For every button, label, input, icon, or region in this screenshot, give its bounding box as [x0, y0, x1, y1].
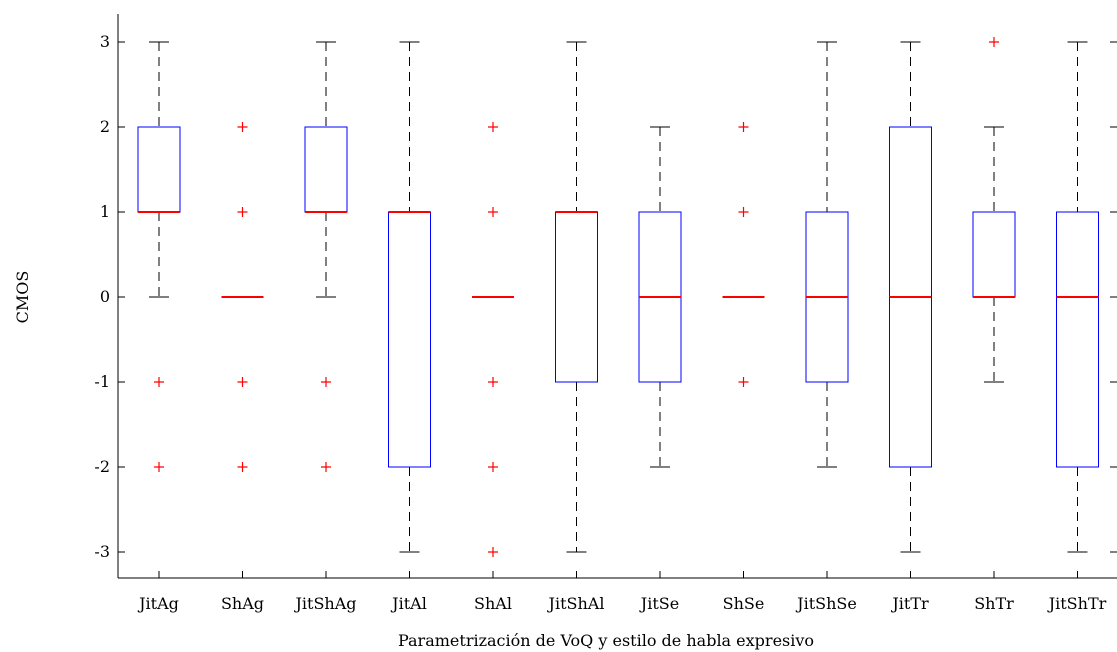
x-axis-label: Parametrización de VoQ y estilo de habla… [398, 631, 814, 650]
box-iqr [137, 126, 181, 213]
x-tick-label: JitTr [890, 594, 929, 613]
outlier-point [488, 207, 498, 217]
x-tick-label: JitShAl [547, 594, 605, 613]
outlier-point [738, 207, 749, 217]
y-axis-label: CMOS [13, 271, 32, 324]
outlier-point [321, 462, 331, 472]
box-iqr [972, 211, 1016, 298]
x-tick-label: ShAg [221, 594, 264, 613]
y-tick-label: -3 [94, 542, 110, 561]
x-tick-label: JitShSe [795, 594, 857, 613]
y-tick-label: 2 [100, 117, 110, 136]
outlier-point [237, 377, 248, 387]
x-tick-label: ShSe [723, 594, 765, 613]
x-tick-label: ShAl [474, 594, 512, 613]
outlier-point [237, 462, 248, 472]
outlier-point [488, 122, 498, 132]
box-iqr [1056, 211, 1099, 468]
outlier-point [154, 377, 164, 387]
outlier-point [154, 462, 164, 472]
y-tick-label: 1 [100, 202, 110, 221]
x-tick-label: ShTr [974, 594, 1014, 613]
outlier-point [989, 37, 999, 47]
y-tick-label: -1 [94, 372, 110, 391]
x-tick-label: JitShTr [1047, 594, 1107, 613]
x-tick-label: JitAl [390, 594, 427, 613]
x-tick-label: JitShAg [293, 594, 356, 613]
y-tick-label: 0 [100, 287, 110, 306]
box-iqr [388, 211, 431, 468]
plot-area: -3 -2 -1 0 1 2 3 JitAg ShAg JitShAg JitAl ShAl JitSh… [94, 14, 1117, 613]
outlier-point [237, 207, 248, 217]
y-tick-label: -2 [94, 457, 110, 476]
outlier-point [237, 122, 248, 132]
outlier-point [488, 377, 498, 387]
box-iqr [304, 126, 348, 213]
x-tick-label: JitAg [137, 594, 179, 613]
outlier-point [738, 377, 749, 387]
outlier-point [488, 462, 498, 472]
outlier-point [321, 377, 331, 387]
box-iqr [555, 211, 598, 383]
outlier-point [738, 122, 749, 132]
x-tick-label: JitSe [639, 594, 679, 613]
outlier-point [488, 547, 498, 557]
y-tick-label: 3 [100, 32, 110, 51]
